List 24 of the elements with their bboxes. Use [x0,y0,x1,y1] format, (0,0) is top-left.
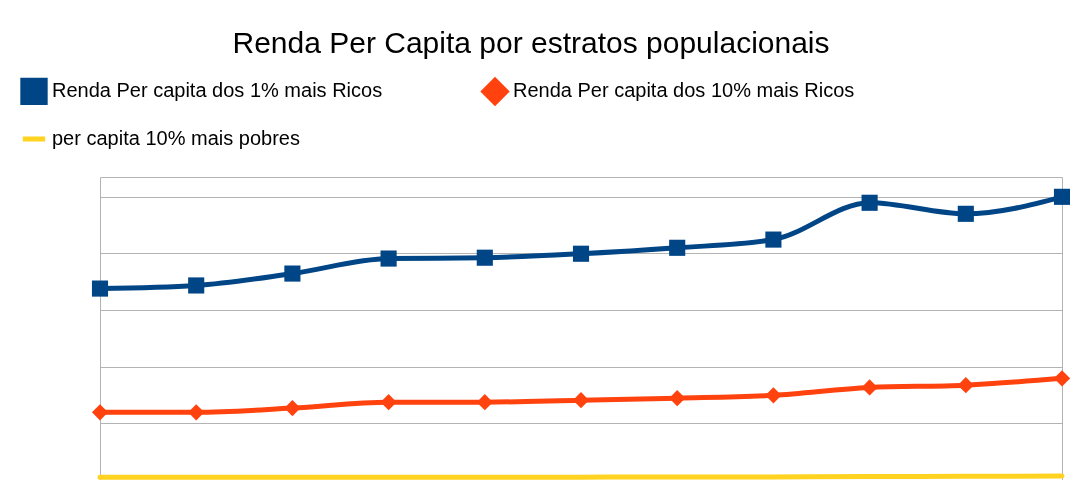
point [476,394,493,411]
point [1053,370,1070,387]
point [284,265,301,282]
point [572,245,590,262]
point [669,390,686,407]
chart-title: Renda Per Capita por estratos populacionais [232,26,830,59]
point [669,239,686,256]
point [476,249,493,266]
legend-label: per capita 10% mais pobres [52,127,300,149]
legend-label: Renda Per capita dos 1% mais Ricos [52,79,383,102]
point [380,394,397,411]
point [188,404,205,421]
point [861,379,878,396]
point [284,400,301,417]
point [765,231,782,248]
legend-label: Renda Per capita dos 10% mais Ricos [513,79,855,102]
point [861,194,878,211]
point [957,205,974,222]
point [91,280,109,297]
point [957,377,974,394]
point [765,387,782,404]
point [188,277,205,294]
point [1053,188,1070,205]
point [380,250,397,267]
